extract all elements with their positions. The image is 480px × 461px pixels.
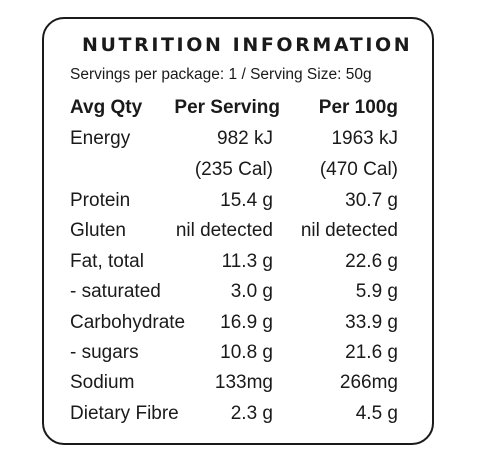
row-per-serving: 16.9 g <box>220 312 273 333</box>
row-per-serving: 3.0 g <box>230 281 273 302</box>
header-per-100g: Per 100g <box>318 97 398 118</box>
row-label: Carbohydrate <box>70 312 186 333</box>
table-row-sugars: - sugars 10.8 g 21.6 g <box>0 339 480 367</box>
row-per-100g: 4.5 g <box>355 403 398 424</box>
row-per-serving: 982 kJ <box>217 128 273 149</box>
row-per-serving: 11.3 g <box>221 251 273 272</box>
panel-title: NUTRITION INFORMATION <box>82 34 413 56</box>
header-per-serving: Per Serving <box>174 97 280 118</box>
table-row-energy: Energy 982 kJ 1963 kJ <box>0 125 480 153</box>
table-row-fat-total: Fat, total 11.3 g 22.6 g <box>0 248 480 276</box>
row-per-100g: (470 Cal) <box>319 159 398 180</box>
table-row-protein: Protein 15.4 g 30.7 g <box>0 187 480 215</box>
row-per-100g: 22.6 g <box>345 251 398 272</box>
row-per-serving: nil detected <box>175 220 273 241</box>
row-per-serving: 2.3 g <box>230 403 273 424</box>
table-row-carbohydrate: Carbohydrate 16.9 g 33.9 g <box>0 309 480 337</box>
row-per-100g: 21.6 g <box>345 342 398 363</box>
row-per-100g: 1963 kJ <box>331 128 398 149</box>
nutrition-panel <box>42 17 434 445</box>
table-row-calories: (235 Cal) (470 Cal) <box>0 156 480 184</box>
row-per-100g: 30.7 g <box>345 190 398 211</box>
header-quantity: Avg Qty <box>70 97 143 118</box>
table-row-gluten: Gluten nil detected nil detected <box>0 217 480 245</box>
row-per-100g: 266mg <box>339 372 398 393</box>
row-label: Sodium <box>70 372 135 393</box>
row-per-serving: 15.4 g <box>220 190 273 211</box>
row-per-serving: 133mg <box>214 372 273 393</box>
serving-info: Servings per package: 1 / Serving Size: … <box>70 66 372 83</box>
row-per-serving: (235 Cal) <box>194 159 273 180</box>
row-label: Dietary Fibre <box>70 403 179 424</box>
row-label: Gluten <box>70 220 126 241</box>
row-label: - saturated <box>70 281 161 302</box>
table-header: Avg Qty Per Serving Per 100g <box>0 94 480 122</box>
table-row-sodium: Sodium 133mg 266mg <box>0 369 480 397</box>
row-per-100g: 33.9 g <box>345 312 398 333</box>
row-per-100g: 5.9 g <box>355 281 398 302</box>
row-label: Protein <box>70 190 131 211</box>
row-label: Fat, total <box>70 251 144 272</box>
row-per-100g: nil detected <box>300 220 398 241</box>
row-label: - sugars <box>70 342 139 363</box>
table-row-dietary-fibre: Dietary Fibre 2.3 g 4.5 g <box>0 400 480 428</box>
row-label: Energy <box>70 128 131 149</box>
row-per-serving: 10.8 g <box>220 342 273 363</box>
table-row-saturated: - saturated 3.0 g 5.9 g <box>0 278 480 306</box>
